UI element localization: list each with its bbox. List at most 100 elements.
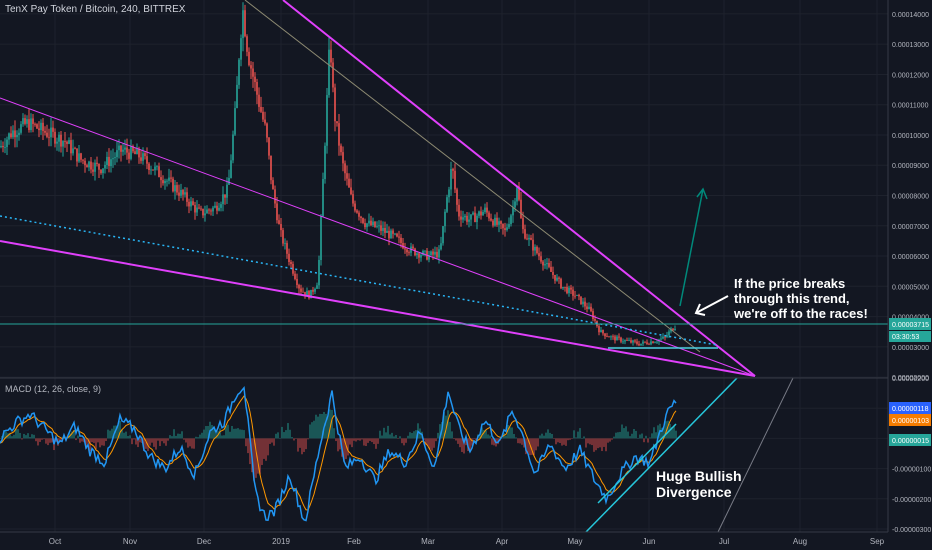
- histogram-bar: [195, 436, 197, 439]
- price-tick-label: 0.00013000: [892, 42, 929, 49]
- histogram-bar: [139, 438, 141, 443]
- candle-body: [484, 207, 486, 212]
- candle-body: [636, 341, 638, 344]
- histogram-bar: [457, 438, 459, 444]
- histogram-bar: [645, 435, 647, 439]
- candle-body: [172, 178, 174, 192]
- candle-body: [234, 108, 236, 135]
- candle-body: [362, 217, 364, 224]
- histogram-bar: [553, 438, 555, 439]
- candle-body: [12, 130, 14, 138]
- candle-body: [640, 343, 642, 346]
- candle-body: [186, 192, 188, 202]
- breakout-annotation[interactable]: If the price breaks through this trend, …: [734, 276, 868, 321]
- histogram-bar: [25, 435, 27, 439]
- wedge-upper-line: [282, 0, 756, 377]
- candle-body: [212, 207, 214, 212]
- histogram-bar: [519, 438, 521, 444]
- candle-body: [436, 251, 438, 258]
- price-tick-label: 0.00002000: [892, 375, 929, 382]
- histogram-bar: [279, 437, 281, 439]
- candle-body: [540, 256, 542, 262]
- candle-body: [412, 246, 414, 249]
- divergence-annotation[interactable]: Huge Bullish Divergence: [656, 468, 742, 500]
- candle-body: [438, 249, 440, 258]
- histogram-bar: [641, 433, 643, 439]
- histogram-bar: [273, 438, 275, 446]
- histogram-bar: [365, 438, 367, 447]
- candle-body: [216, 205, 218, 211]
- histogram-bar: [531, 438, 533, 455]
- candle-body: [650, 341, 652, 345]
- candle-body: [192, 201, 194, 205]
- histogram-bar: [517, 438, 519, 444]
- candle-body: [210, 210, 212, 212]
- histogram-bar: [181, 431, 183, 439]
- histogram-bar: [423, 438, 425, 440]
- candle-body: [106, 156, 108, 165]
- histogram-bar: [631, 433, 633, 439]
- histogram-bar: [189, 438, 191, 447]
- candle-body: [242, 10, 244, 39]
- histogram-bar: [255, 438, 257, 478]
- histogram-bar: [0, 438, 1, 439]
- candle-body: [168, 177, 170, 181]
- histogram-bar: [151, 438, 153, 443]
- candle-body: [8, 133, 10, 140]
- histogram-bar: [615, 432, 617, 439]
- candle-body: [494, 217, 496, 226]
- candle-body: [330, 49, 332, 63]
- candle-body: [200, 208, 202, 210]
- histogram-bar: [369, 438, 371, 441]
- candle-body: [56, 141, 58, 144]
- candle-body: [134, 151, 136, 155]
- candle-body: [544, 264, 546, 266]
- histogram-bar: [663, 426, 665, 439]
- candle-body: [328, 49, 330, 96]
- candle-body: [630, 340, 632, 343]
- macd-title: MACD (12, 26, close, 9): [5, 384, 102, 394]
- candle-body: [624, 340, 626, 342]
- candle-body: [358, 212, 360, 217]
- candle-body: [272, 180, 274, 190]
- candle-body: [428, 255, 430, 260]
- histogram-bar: [29, 437, 31, 439]
- candle-body: [552, 271, 554, 275]
- candle-body: [622, 341, 624, 343]
- histogram-bar: [165, 438, 167, 446]
- histogram-bar: [95, 438, 97, 450]
- candle-body: [2, 145, 4, 148]
- histogram-bar: [511, 427, 513, 439]
- histogram-bar: [253, 438, 255, 481]
- candle-body: [162, 180, 164, 184]
- candle-body: [538, 253, 540, 257]
- candle-body: [42, 122, 44, 131]
- candle-body: [482, 211, 484, 216]
- histogram-bar: [119, 421, 121, 439]
- histogram-bar: [235, 428, 237, 439]
- candle-body: [314, 288, 316, 292]
- histogram-bar: [563, 438, 565, 445]
- candle-body: [398, 236, 400, 238]
- candle-body: [318, 260, 320, 286]
- histogram-bar: [191, 438, 193, 449]
- candle-body: [30, 118, 32, 131]
- histogram-bar: [43, 438, 45, 440]
- candle-body: [176, 185, 178, 193]
- candle-body: [252, 68, 254, 77]
- histogram-bar: [269, 438, 271, 444]
- histogram-bar: [23, 433, 25, 439]
- histogram-bar: [305, 438, 307, 450]
- candle-body: [208, 209, 210, 211]
- candle-body: [90, 161, 92, 170]
- histogram-bar: [587, 438, 589, 444]
- histogram-bar: [33, 434, 35, 439]
- histogram-bar: [649, 437, 651, 439]
- candle-body: [72, 148, 74, 154]
- wedge-lower-line: [0, 240, 756, 377]
- candle-body: [476, 215, 478, 223]
- histogram-bar: [315, 414, 317, 439]
- histogram-bar: [325, 413, 327, 439]
- histogram-bar: [295, 438, 297, 439]
